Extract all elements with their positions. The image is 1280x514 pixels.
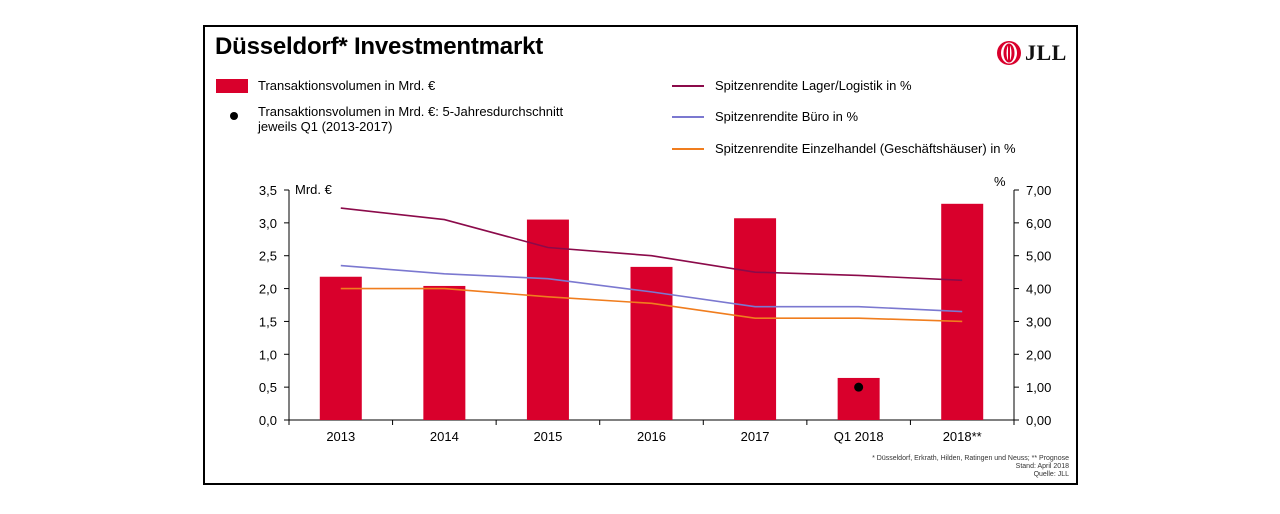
bar-2013 [319,276,362,420]
legend-dot-label: Transaktionsvolumen in Mrd. €: 5-Jahresd… [258,104,563,134]
y-left-tick-label: 2,5 [259,249,277,264]
y-right-tick-label: 4,00 [1026,282,1051,297]
jll-logo: JLL [996,40,1067,66]
x-tick-label: 2016 [637,429,666,444]
legend-dot-marker [230,112,238,120]
footnote-line2: Stand: April 2018 [1015,463,1069,470]
legend-bar-label: Transaktionsvolumen in Mrd. € [258,78,436,93]
line-buero [340,264,963,313]
y-left-tick-label: 1,5 [259,314,277,329]
bar-2018- [941,203,984,420]
bar-2014 [423,285,466,420]
x-tick-label: 2013 [326,429,355,444]
legend-dot-label-line1: Transaktionsvolumen in Mrd. €: 5-Jahresd… [258,104,564,119]
legend-dot-label-line2: jeweils Q1 (2013-2017) [258,119,393,134]
x-tick-label: Q1 2018 [834,429,884,444]
y-left-tick-label: 3,0 [259,216,277,231]
y-left-tick-label: 0,0 [259,413,277,428]
chart-title: Düsseldorf* Investmentmarkt [215,33,544,60]
legend-einzelhandel-label: Spitzenrendite Einzelhandel (Geschäftshä… [715,141,1016,156]
legend-buero-swatch [672,116,704,118]
jll-logo-icon [997,41,1021,65]
logo-text: JLL [1025,40,1067,65]
y-left-tick-label: 2,0 [259,282,277,297]
line-logistik [340,207,963,282]
line-einzelhandel [340,287,963,323]
y-left-tick-label: 0,5 [259,380,277,395]
y-right-tick-label: 6,00 [1026,216,1051,231]
y-left-tick-label: 3,5 [259,183,277,198]
footnote-line1: * Düsseldorf, Erkrath, Hilden, Ratingen … [872,455,1069,462]
bar-2015 [526,219,569,420]
legend-logistik-label: Spitzenrendite Lager/Logistik in % [715,78,912,93]
y-right-tick-label: 2,00 [1026,347,1051,362]
y-right-tick-label: 3,00 [1026,314,1051,329]
y-left-axis-label: Mrd. € [295,182,333,197]
dot-5yr-average [854,382,864,392]
legend-logistik-swatch [672,85,704,87]
legend-einzelhandel-swatch [672,148,704,150]
legend-buero-label: Spitzenrendite Büro in % [715,109,859,124]
footnote-line3: Quelle: JLL [1033,471,1069,478]
y-left-tick-label: 1,0 [259,347,277,362]
x-tick-label: 2014 [430,429,459,444]
x-tick-label: 2018** [943,429,982,444]
y-right-tick-label: 7,00 [1026,183,1051,198]
legend-bar-swatch [216,79,248,93]
y-right-tick-label: 5,00 [1026,249,1051,264]
y-right-tick-label: 0,00 [1026,413,1051,428]
x-tick-label: 2017 [741,429,770,444]
y-right-tick-label: 1,00 [1026,380,1051,395]
bar-2017 [734,218,777,420]
footnote: * Düsseldorf, Erkrath, Hilden, Ratingen … [872,455,1069,479]
x-tick-label: 2015 [533,429,562,444]
y-right-axis-label: % [994,174,1006,189]
